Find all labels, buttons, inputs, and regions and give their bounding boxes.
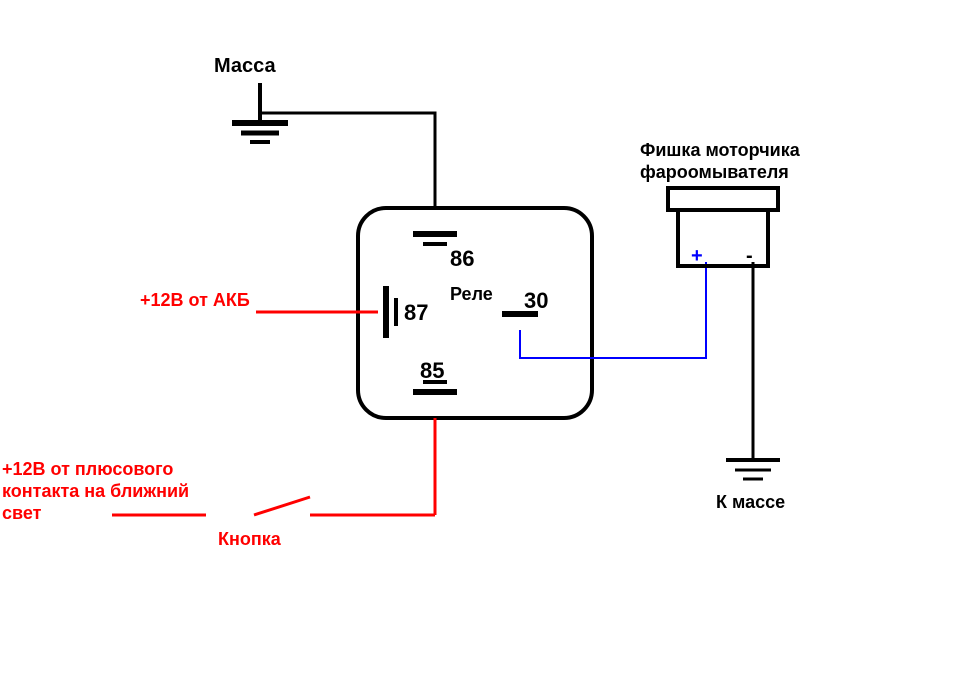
- switch-source-label-3: свет: [2, 503, 42, 523]
- motor-plus-symbol: +: [691, 245, 703, 267]
- relay-body: [358, 208, 592, 418]
- switch-button-label: Кнопка: [218, 529, 282, 549]
- pin-87-label: 87: [404, 300, 428, 325]
- ground-top-label: Масса: [214, 55, 277, 77]
- pin-87-terminal: [386, 286, 396, 338]
- ground-bottom-icon: [726, 460, 780, 479]
- switch-source-label-1: +12В от плюсового: [2, 459, 173, 479]
- relay-label: Реле: [450, 284, 493, 304]
- ground-bottom-label: К массе: [716, 492, 785, 512]
- motor-label-line1: Фишка моторчика: [640, 140, 801, 160]
- motor-connector-flange: [668, 188, 778, 210]
- switch-source-label-2: контакта на ближний: [2, 481, 189, 501]
- pin-85-terminal: [413, 382, 457, 392]
- switch-arm: [254, 497, 310, 515]
- motor-label-line2: фароомывателя: [640, 162, 789, 182]
- akb-label: +12В от АКБ: [140, 290, 250, 310]
- pin-86-terminal: [413, 234, 457, 244]
- pin-86-label: 86: [450, 246, 474, 271]
- wire-86-to-ground: [260, 113, 435, 208]
- circuit-diagram: Реле 86 87 30 85 Масса +12В от АКБ + - Ф…: [0, 0, 960, 686]
- pin-30-label: 30: [524, 288, 548, 313]
- pin-85-label: 85: [420, 358, 444, 383]
